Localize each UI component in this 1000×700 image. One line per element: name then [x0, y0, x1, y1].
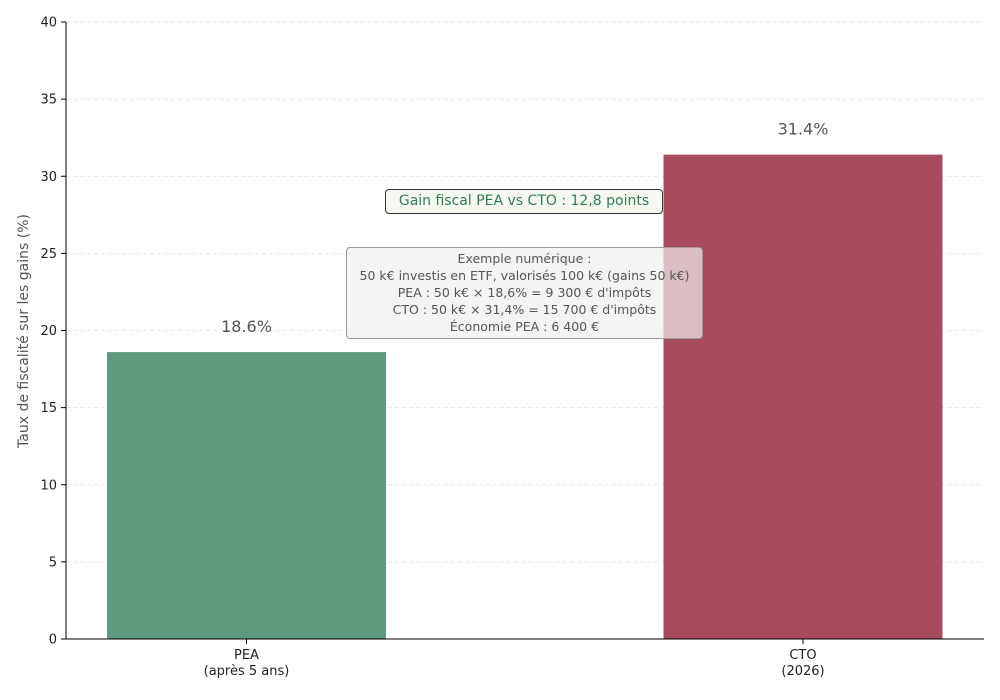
- y-axis-label: Taux de fiscalité sur les gains (%): [16, 214, 32, 449]
- y-tick-label: 30: [40, 170, 57, 185]
- y-tick-label: 25: [40, 247, 57, 262]
- example-line: Économie PEA : 6 400 €: [449, 319, 600, 334]
- bar: [107, 352, 386, 639]
- data-label: 18.6%: [221, 317, 272, 336]
- example-annotation: Exemple numérique : 50 k€ investis en ET…: [346, 247, 703, 339]
- y-tick-label: 20: [40, 324, 57, 339]
- y-tick-label: 5: [49, 555, 57, 570]
- x-tick-label: PEA: [234, 648, 259, 663]
- y-tick-label: 35: [40, 93, 57, 108]
- example-line: Exemple numérique :: [457, 251, 592, 266]
- y-tick-label: 15: [40, 401, 57, 416]
- x-tick-label: (après 5 ans): [204, 664, 290, 679]
- bar: [663, 154, 943, 639]
- data-label: 31.4%: [778, 120, 829, 139]
- x-tick-label: CTO: [789, 648, 816, 663]
- y-tick-label: 0: [49, 633, 57, 648]
- example-line: CTO : 50 k€ × 31,4% = 15 700 € d'impôts: [392, 302, 657, 317]
- example-line: PEA : 50 k€ × 18,6% = 9 300 € d'impôts: [397, 285, 652, 300]
- axes: 0 5 10 15 20 25 30 35 40 PEA(après 5 ans) CTO(2026…: [40, 16, 984, 679]
- bars: [107, 154, 943, 639]
- gain-annotation: Gain fiscal PEA vs CTO : 12,8 points: [385, 189, 663, 214]
- example-line: 50 k€ investis en ETF, valorisés 100 k€ …: [359, 268, 690, 283]
- y-tick-label: 10: [40, 478, 57, 493]
- x-tick-label: (2026): [781, 664, 824, 679]
- y-tick-label: 40: [40, 16, 57, 31]
- labels: 18.6% 31.4%: [221, 120, 828, 336]
